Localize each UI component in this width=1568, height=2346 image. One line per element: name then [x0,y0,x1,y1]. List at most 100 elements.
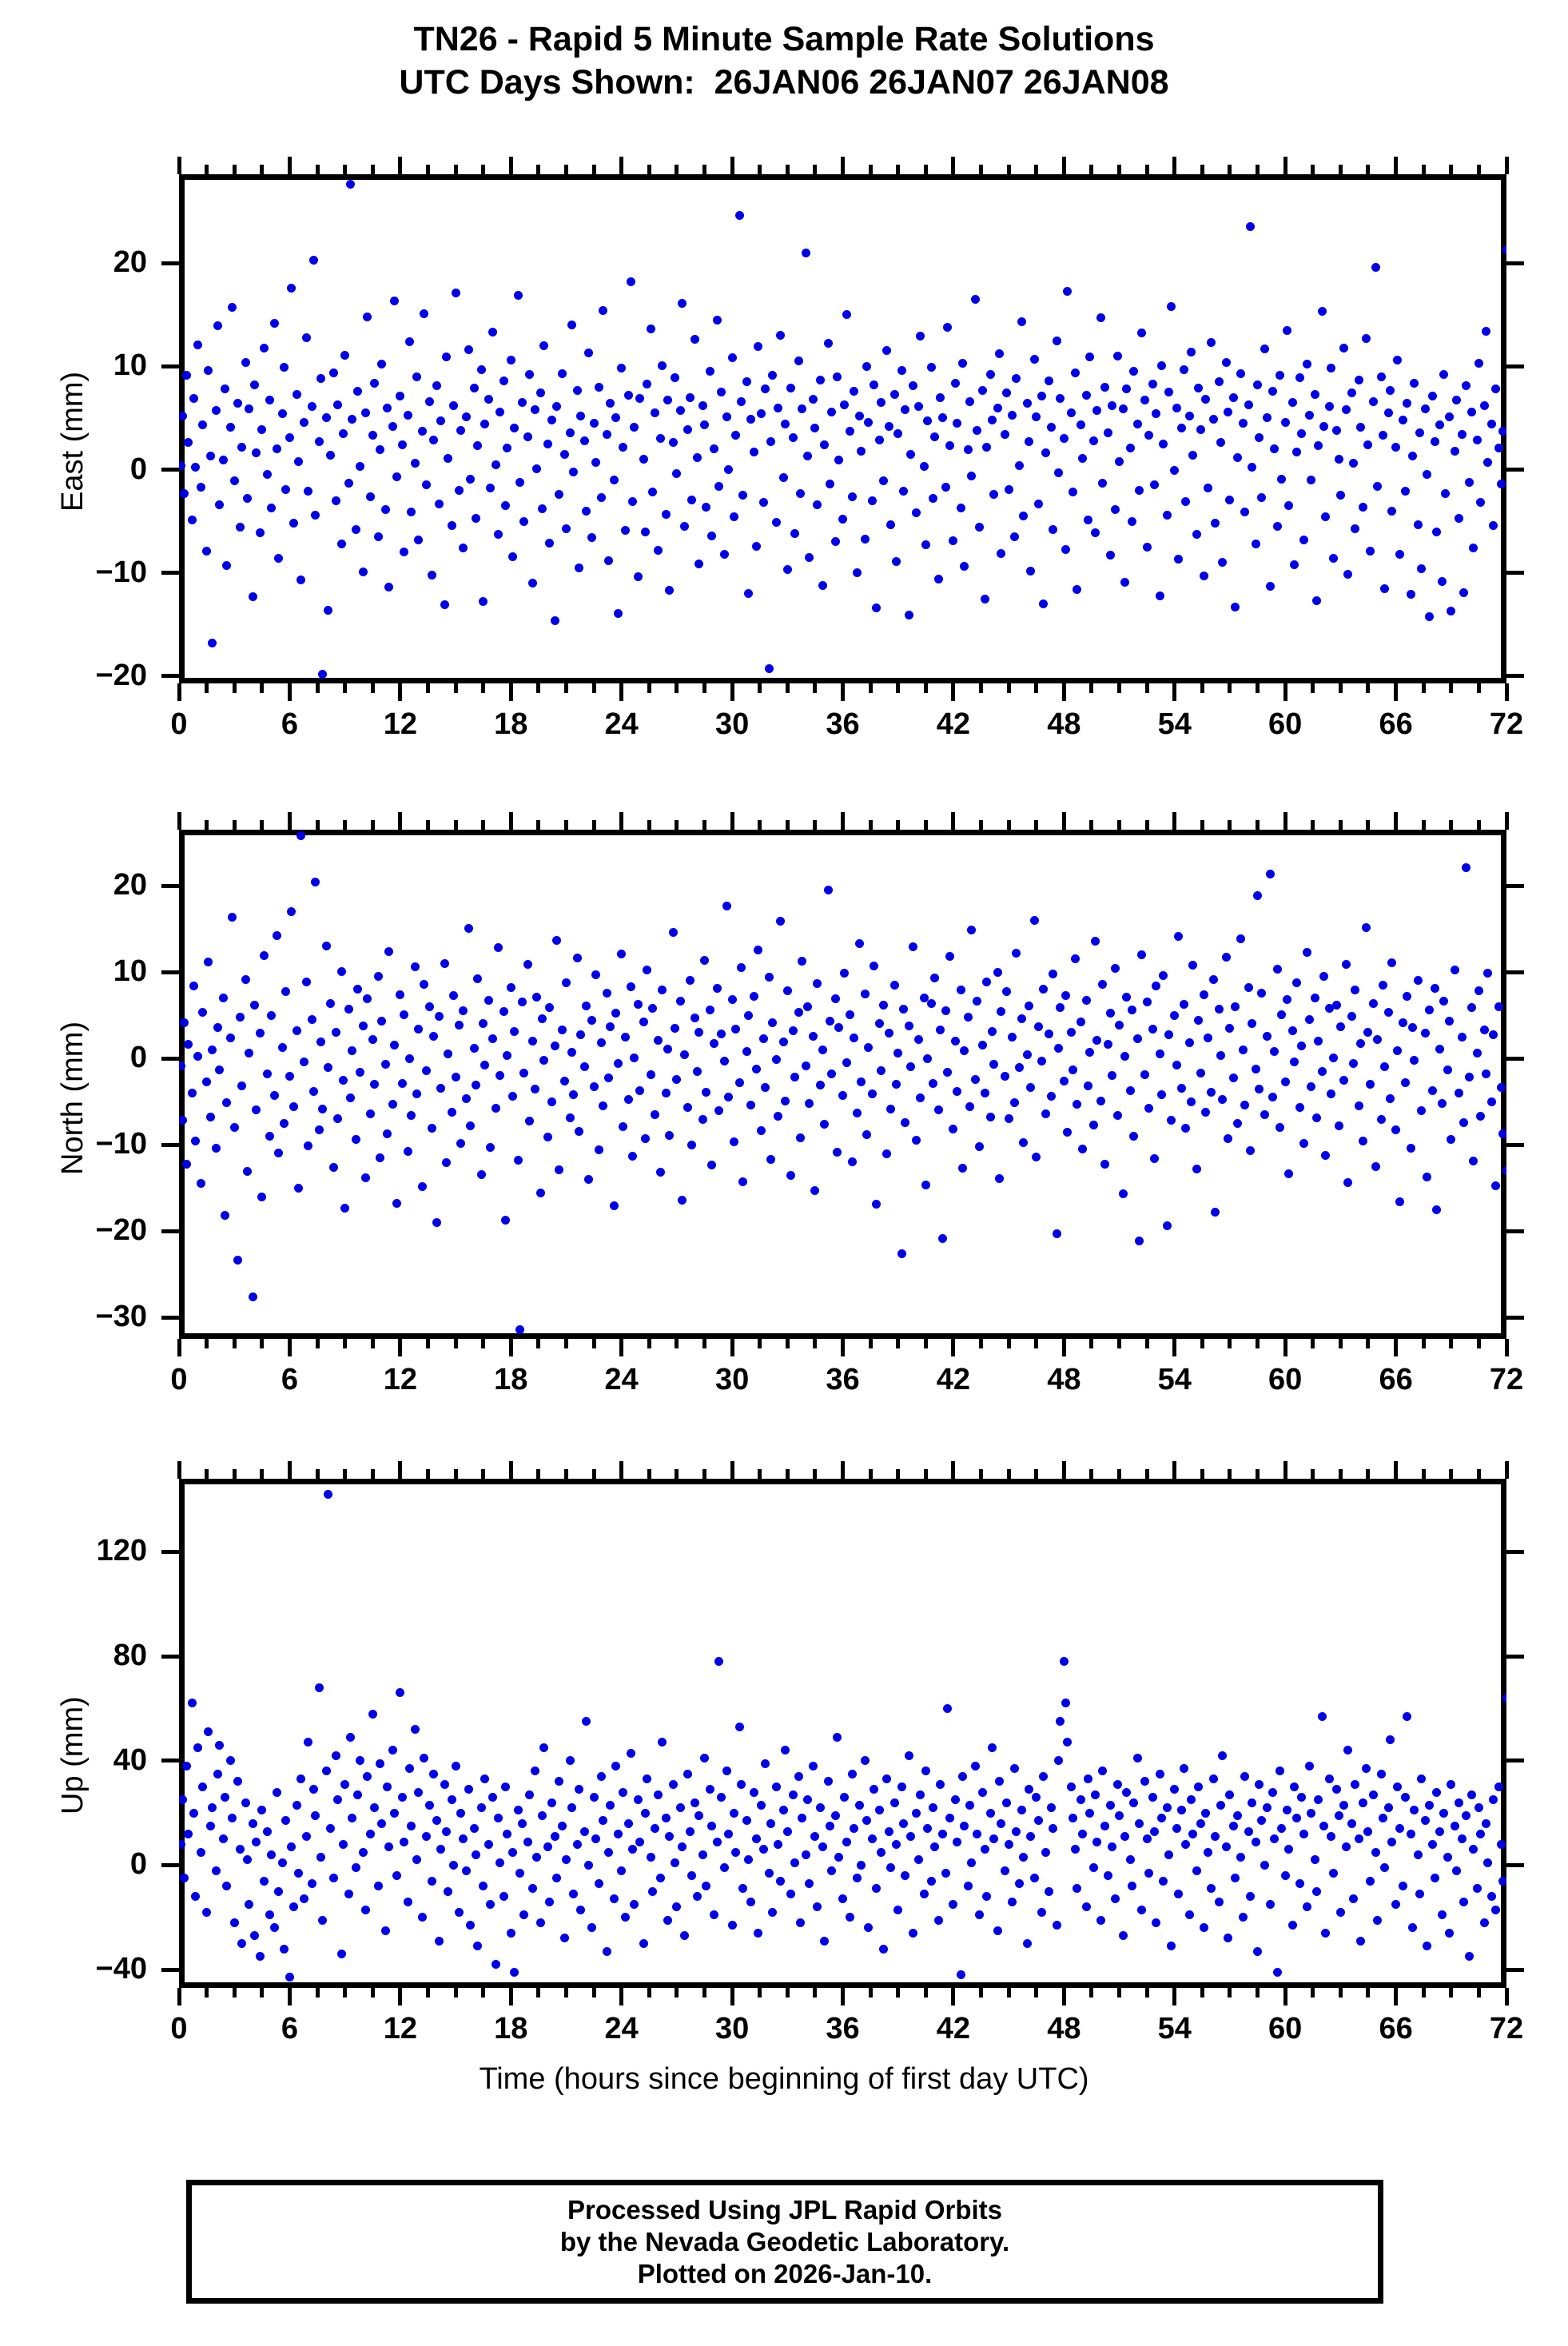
data-point [1339,1800,1349,1810]
x-tick-major-up [398,1988,403,2005]
data-point [211,1143,221,1153]
data-point [1211,519,1220,528]
data-point [547,1097,556,1106]
data-point [794,356,803,366]
x-tick-major-north [398,1339,403,1356]
data-point [1157,360,1167,370]
data-point [184,438,193,448]
data-point [751,1064,761,1073]
x-tick-major-north [1061,1339,1066,1356]
data-point [1362,1764,1371,1774]
data-point [737,396,746,406]
data-point [1287,1921,1297,1930]
data-point [875,1806,885,1815]
data-point [1277,1010,1287,1019]
data-point [1004,484,1013,494]
data-point [812,500,822,509]
data-point [1468,1845,1478,1854]
data-point [329,1162,339,1172]
data-point [455,485,464,495]
x-tick-minor-up [868,1988,873,1997]
data-point [854,939,864,948]
data-point [1203,484,1212,493]
data-point [786,1889,796,1898]
data-point [1111,964,1120,974]
x-tick-minor-east [315,683,320,693]
data-point [418,427,428,436]
data-point [818,1045,827,1054]
x-tick-top-north [370,820,375,830]
data-point [1112,1779,1122,1789]
data-point [713,1837,722,1846]
x-axis-title: Time (hours since beginning of first day… [479,2062,1089,2096]
data-point [1402,1711,1411,1721]
data-point [1179,364,1188,374]
x-tick-minor-up [453,1988,458,1997]
data-point [370,1080,380,1089]
data-point [672,1902,682,1912]
data-point [1166,1942,1176,1951]
data-point [1328,554,1338,564]
data-point [1423,1942,1432,1951]
data-point [899,1005,909,1014]
x-tick-label-up: 42 [936,2012,971,2045]
x-tick-label-up: 48 [1047,2012,1081,2045]
x-tick-minor-north [896,1339,901,1348]
data-point [1009,1764,1019,1774]
data-point [510,1967,519,1977]
data-point [987,1027,997,1037]
data-point [995,1777,1005,1786]
data-point [1413,520,1423,529]
data-point [1383,1803,1393,1813]
data-point [181,1160,191,1169]
data-point [849,1824,858,1834]
x-tick-minor-north [813,1339,818,1348]
data-point [744,1855,754,1865]
x-tick-minor-east [343,683,348,693]
data-point [508,1092,518,1101]
x-tick-minor-up [813,1988,818,1997]
data-point [1231,1874,1240,1883]
data-point [950,378,960,388]
data-point [690,335,700,345]
data-point [1407,1022,1417,1032]
data-point [552,935,562,945]
data-point [1200,990,1209,999]
data-point [191,1137,201,1146]
data-point [488,328,497,337]
data-point [912,1808,921,1818]
data-point [1120,577,1129,587]
data-point [1284,1169,1294,1179]
data-point [444,1886,453,1896]
data-point [1112,1110,1122,1120]
x-tick-label-east: 30 [714,707,750,741]
data-point [1268,1787,1277,1797]
data-point [591,970,600,979]
data-point [432,1217,442,1227]
data-point [1387,1837,1397,1846]
data-point [1157,1814,1167,1823]
data-point [179,1116,188,1125]
data-point [626,1748,635,1758]
data-point [1029,915,1039,925]
data-point [1282,1806,1291,1815]
data-point [1070,954,1080,964]
data-point [1063,1738,1073,1747]
data-point [1072,1884,1081,1894]
data-point [1494,1782,1504,1791]
data-point [1196,1818,1205,1828]
data-point [757,1800,766,1810]
data-point [1232,452,1242,462]
data-point [235,1845,245,1854]
x-tick-minor-up [1449,1988,1454,1997]
data-point [1238,1913,1248,1922]
data-point [1025,1785,1033,1794]
data-point [582,506,591,516]
data-point [318,1915,328,1925]
x-tick-top-east [1228,165,1232,174]
data-point [1391,1125,1401,1135]
x-tick-top-up [1144,1469,1149,1479]
data-point [473,441,483,451]
x-tick-top-north [1504,812,1509,830]
y-tick-right-up [1506,1862,1524,1867]
